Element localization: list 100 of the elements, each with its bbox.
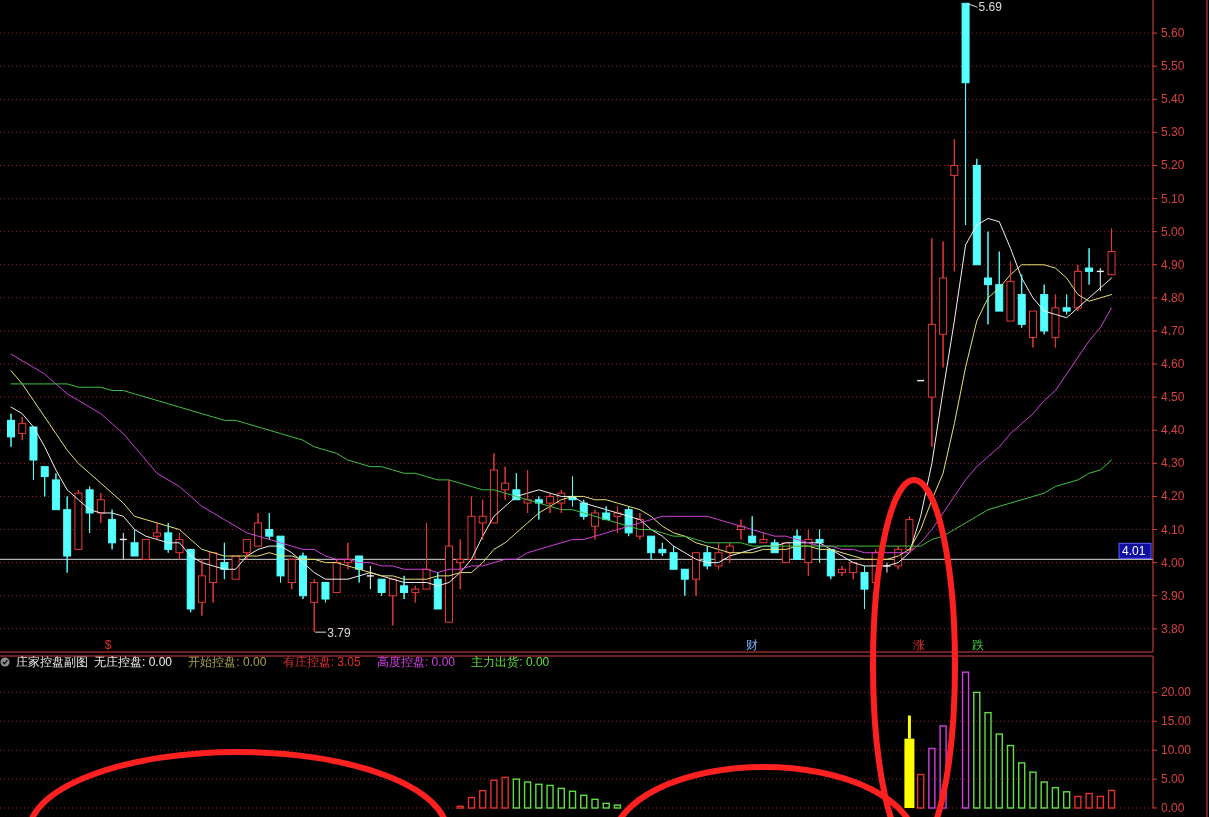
- candlestick: [658, 542, 667, 557]
- bar: [467, 796, 476, 809]
- y-tick-label: 5.40: [1161, 92, 1185, 107]
- candlestick: [1062, 294, 1071, 315]
- bar: [535, 783, 543, 809]
- text: 有庄控盘: 3.05: [282, 655, 361, 669]
- y-tick-label: 4.30: [1161, 456, 1185, 471]
- legend-label: 开始控盘: 0.00: [188, 655, 267, 669]
- candlestick: [18, 416, 27, 441]
- text: 高度控盘: 0.00: [376, 655, 456, 669]
- candlestick: [197, 558, 206, 617]
- candlestick: [478, 499, 487, 540]
- candlestick: [939, 241, 948, 368]
- bar: [1107, 789, 1116, 809]
- annotation: $: [104, 638, 112, 652]
- y-tick-label: 3.80: [1161, 621, 1185, 636]
- candlestick: [153, 522, 162, 540]
- bar: [1029, 771, 1037, 809]
- y-tick-label: 4.20: [1161, 489, 1185, 504]
- candlestick: [175, 532, 184, 560]
- candlestick: [1073, 264, 1082, 312]
- candlestick: [1085, 247, 1094, 286]
- y-tick-label: 3.90: [1161, 588, 1185, 603]
- y-tick-label: 4.80: [1161, 290, 1185, 305]
- candlestick: [63, 495, 72, 574]
- candlestick: [1040, 284, 1049, 335]
- y-tick-label: 5.50: [1161, 59, 1185, 74]
- y-tick-label: 4.10: [1161, 522, 1185, 537]
- y-tick-label: 4.90: [1161, 257, 1185, 272]
- candlestick: [265, 512, 274, 540]
- bar: [602, 802, 610, 809]
- y-tick-label: 20.00: [1161, 685, 1192, 700]
- y-tick-label: 5.30: [1161, 125, 1185, 140]
- candlestick: [456, 538, 465, 590]
- candlestick: [164, 522, 173, 554]
- y-tick-label: 10.00: [1161, 743, 1192, 758]
- legend-label: 无庄控盘: 0.00: [94, 655, 173, 669]
- bar: [916, 773, 925, 809]
- bar: [961, 671, 970, 809]
- y-tick-label: 15.00: [1161, 714, 1192, 729]
- bar: [568, 790, 577, 809]
- bar: [1040, 781, 1048, 809]
- bar: [546, 784, 554, 809]
- bar: [490, 779, 498, 809]
- y-tick-label: 5.60: [1161, 26, 1185, 41]
- bar: [984, 711, 992, 809]
- annotation: 3.79: [327, 626, 351, 641]
- bar: [523, 781, 532, 809]
- y-tick-label: 5.10: [1161, 191, 1185, 206]
- bar: [1096, 795, 1105, 809]
- candlestick: [523, 469, 532, 514]
- y-tick-label: 5.00: [1161, 224, 1185, 239]
- chart-title: 庄家控盘副图: [16, 655, 88, 669]
- y-tick-label: 0.00: [1161, 801, 1185, 815]
- bar: [1085, 792, 1093, 809]
- candlestick: [1017, 274, 1026, 329]
- bar: [591, 798, 599, 809]
- candlestick: [310, 578, 319, 633]
- y-tick-label: 4.40: [1161, 423, 1185, 438]
- y-tick-label: 4.00: [1161, 555, 1185, 570]
- bar: [580, 794, 588, 809]
- candlestick: [984, 231, 993, 325]
- text: 主力出货: 0.00: [471, 655, 550, 669]
- bar: [928, 747, 936, 809]
- candlestick: [714, 542, 723, 570]
- candlestick: [860, 565, 869, 610]
- bar: [613, 804, 622, 809]
- bar: [995, 733, 1003, 809]
- y-tick-label: 5.20: [1161, 158, 1185, 173]
- y-tick-label: 4.50: [1161, 390, 1185, 405]
- candlestick: [220, 542, 229, 580]
- candlestick: [950, 138, 959, 272]
- candlestick: [613, 505, 622, 534]
- annotation: 跌: [972, 638, 984, 652]
- bar: [501, 776, 509, 809]
- candlestick: [108, 509, 117, 550]
- annotation: 5.69: [978, 0, 1003, 15]
- candlestick: [85, 486, 94, 534]
- candlestick: [96, 492, 105, 524]
- annotation: 财: [746, 638, 758, 652]
- bar: [1018, 762, 1026, 809]
- bar: [1062, 791, 1071, 809]
- bar: [478, 789, 487, 809]
- candlestick: [400, 575, 409, 600]
- bar: [973, 691, 981, 809]
- ref-line-label: 4.01: [1122, 544, 1146, 559]
- candlestick: [703, 545, 712, 570]
- bar: [557, 787, 565, 809]
- candlestick: [1051, 294, 1060, 349]
- candlestick: [838, 565, 847, 577]
- candlestick: [501, 466, 510, 501]
- y-tick-label: 5.00: [1161, 772, 1185, 787]
- candlestick: [927, 237, 936, 448]
- candlestick: [7, 413, 16, 448]
- bar: [1006, 744, 1015, 809]
- candlestick: [299, 552, 307, 600]
- candlestick: [411, 585, 420, 603]
- bar: [1074, 795, 1082, 809]
- candlestick: [815, 529, 824, 564]
- bar: [1051, 787, 1060, 809]
